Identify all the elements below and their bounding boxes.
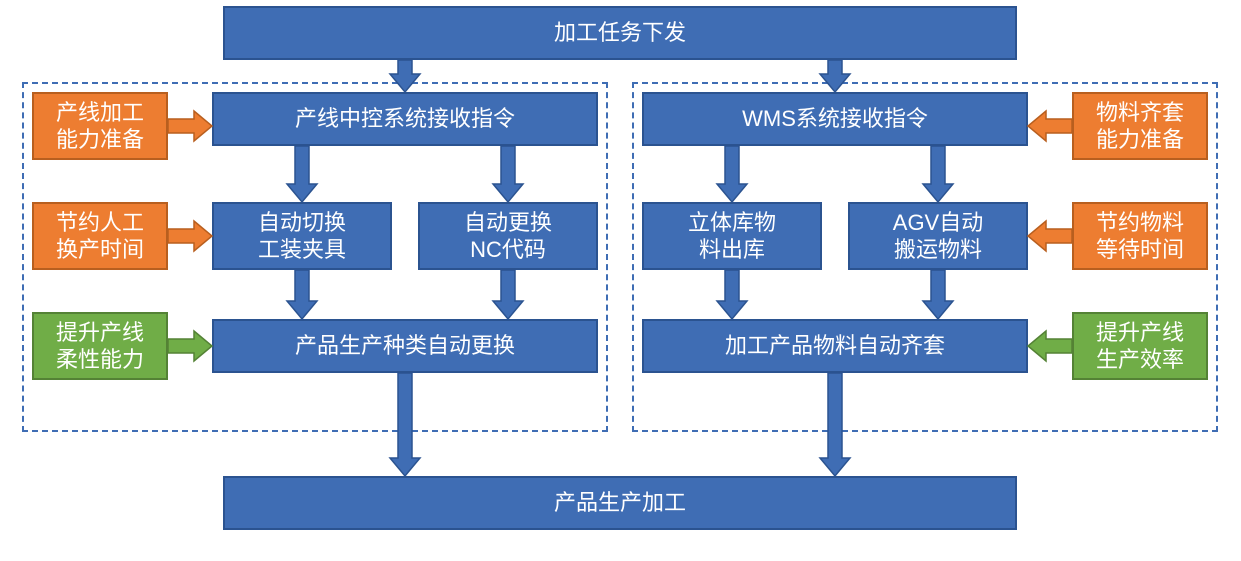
left-blue-r2b-label: 自动更换 NC代码 <box>464 209 552 264</box>
left-blue-r3: 产品生产种类自动更换 <box>212 319 598 373</box>
right-blue-r1-label: WMS系统接收指令 <box>742 105 928 133</box>
bottom-task: 产品生产加工 <box>223 476 1017 530</box>
left-blue-r1-label: 产线中控系统接收指令 <box>295 105 515 133</box>
right-blue-r3: 加工产品物料自动齐套 <box>642 319 1028 373</box>
right-blue-r2b: AGV自动 搬运物料 <box>848 202 1028 270</box>
left-blue-r2b: 自动更换 NC代码 <box>418 202 598 270</box>
left-green-1: 提升产线 柔性能力 <box>32 312 168 380</box>
left-blue-r2a: 自动切换 工装夹具 <box>212 202 392 270</box>
bottom-task-label: 产品生产加工 <box>554 489 686 517</box>
right-orange-2-label: 节约物料 等待时间 <box>1096 209 1184 264</box>
left-orange-1: 产线加工 能力准备 <box>32 92 168 160</box>
left-blue-r2a-label: 自动切换 工装夹具 <box>258 209 346 264</box>
left-blue-r3-label: 产品生产种类自动更换 <box>295 332 515 360</box>
right-blue-r2a-label: 立体库物 料出库 <box>688 209 776 264</box>
left-orange-2: 节约人工 换产时间 <box>32 202 168 270</box>
top-task-label: 加工任务下发 <box>554 19 686 47</box>
left-orange-2-label: 节约人工 换产时间 <box>56 209 144 264</box>
flowchart-stage: 加工任务下发产线加工 能力准备节约人工 换产时间提升产线 柔性能力 产线中控系统接… <box>0 0 1241 561</box>
right-green-1-label: 提升产线 生产效率 <box>1096 319 1184 374</box>
right-green-1: 提升产线 生产效率 <box>1072 312 1208 380</box>
right-blue-r2a: 立体库物 料出库 <box>642 202 822 270</box>
right-blue-r3-label: 加工产品物料自动齐套 <box>725 332 945 360</box>
right-orange-1-label: 物料齐套 能力准备 <box>1096 99 1184 154</box>
right-orange-2: 节约物料 等待时间 <box>1072 202 1208 270</box>
right-orange-1: 物料齐套 能力准备 <box>1072 92 1208 160</box>
left-green-1-label: 提升产线 柔性能力 <box>56 319 144 374</box>
right-blue-r2b-label: AGV自动 搬运物料 <box>893 209 983 264</box>
right-blue-r1: WMS系统接收指令 <box>642 92 1028 146</box>
left-blue-r1: 产线中控系统接收指令 <box>212 92 598 146</box>
left-orange-1-label: 产线加工 能力准备 <box>56 99 144 154</box>
top-task: 加工任务下发 <box>223 6 1017 60</box>
